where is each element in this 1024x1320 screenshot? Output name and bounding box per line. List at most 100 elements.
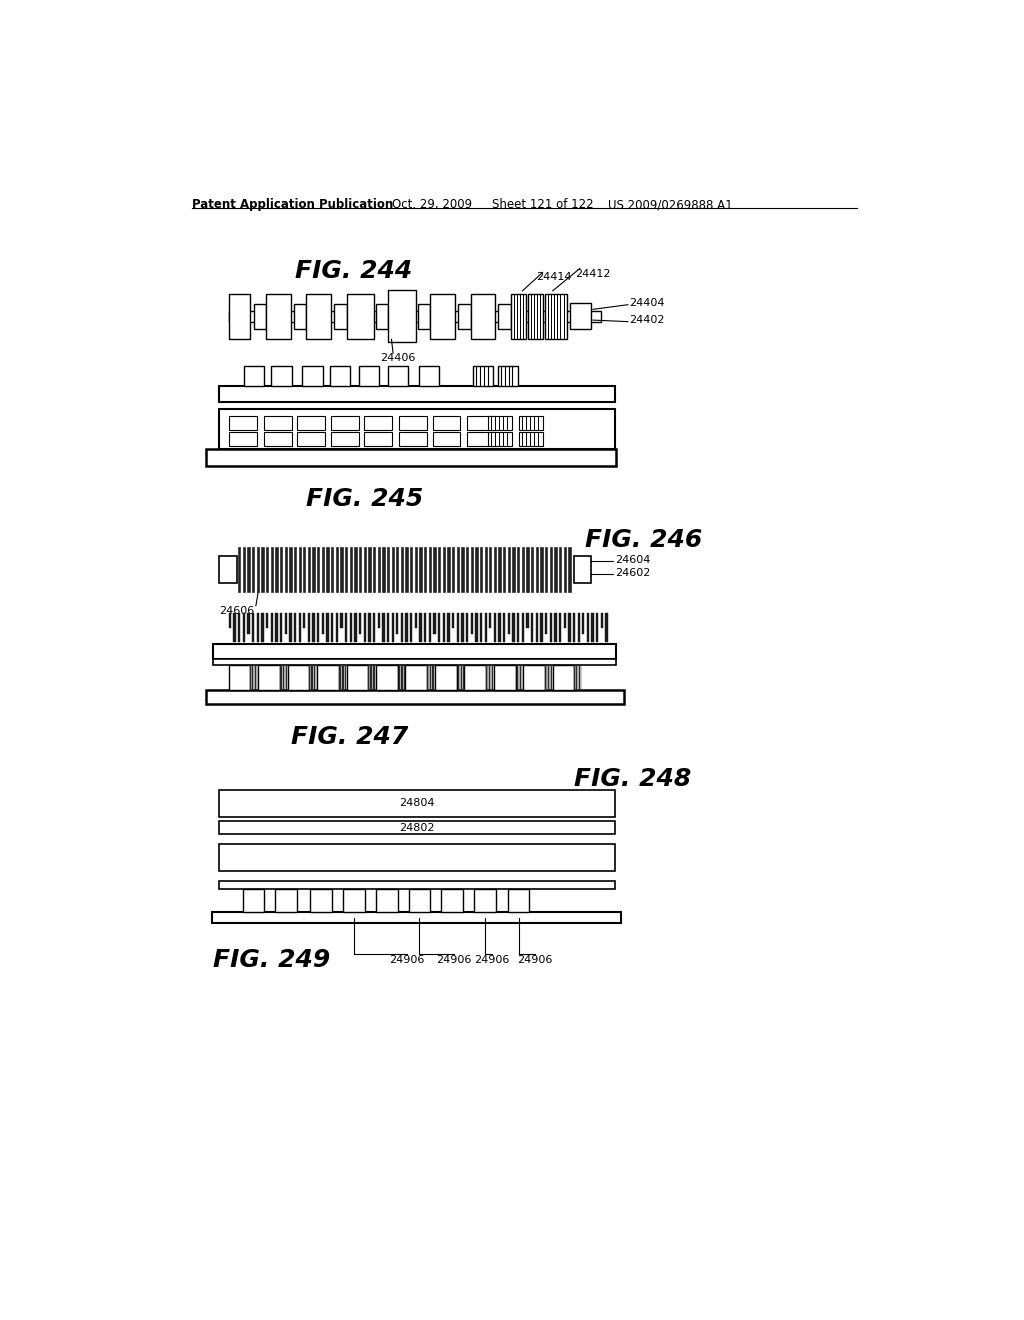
Bar bbox=[219, 821, 614, 834]
Bar bbox=[257, 548, 259, 591]
Bar bbox=[442, 548, 445, 591]
Bar bbox=[415, 548, 417, 591]
Bar bbox=[369, 612, 371, 642]
Bar bbox=[228, 294, 251, 339]
Bar bbox=[280, 612, 283, 642]
Bar bbox=[406, 548, 408, 591]
Bar bbox=[219, 789, 614, 817]
Bar bbox=[503, 612, 506, 642]
Bar bbox=[471, 548, 473, 591]
Bar bbox=[461, 548, 464, 591]
Bar bbox=[438, 612, 440, 642]
Bar bbox=[331, 548, 334, 591]
Bar bbox=[317, 548, 319, 591]
Bar bbox=[531, 548, 534, 591]
Bar bbox=[494, 548, 496, 591]
Bar bbox=[494, 612, 496, 642]
Bar bbox=[424, 612, 426, 642]
Bar bbox=[467, 432, 495, 446]
Bar bbox=[545, 294, 566, 339]
Bar bbox=[354, 548, 356, 591]
Text: 24412: 24412 bbox=[575, 268, 610, 279]
Text: 24406: 24406 bbox=[380, 354, 416, 363]
Bar bbox=[254, 304, 266, 329]
Bar bbox=[461, 612, 464, 642]
Bar bbox=[212, 912, 621, 923]
Bar bbox=[228, 612, 231, 628]
Bar bbox=[391, 548, 394, 591]
Bar bbox=[336, 548, 338, 591]
Bar bbox=[545, 548, 547, 591]
Bar bbox=[346, 665, 369, 689]
Bar bbox=[517, 612, 519, 642]
Bar bbox=[474, 890, 496, 912]
Bar bbox=[508, 548, 510, 591]
Bar bbox=[245, 366, 264, 385]
Bar bbox=[289, 548, 292, 591]
Bar bbox=[391, 612, 394, 642]
Bar bbox=[331, 416, 359, 430]
Bar bbox=[302, 366, 323, 385]
Bar bbox=[512, 612, 515, 642]
Bar bbox=[559, 548, 561, 591]
Bar bbox=[345, 612, 347, 642]
Text: Patent Application Publication: Patent Application Publication bbox=[193, 198, 393, 211]
Bar bbox=[317, 612, 319, 642]
Bar bbox=[563, 612, 566, 628]
Bar bbox=[219, 843, 614, 871]
Bar bbox=[400, 548, 403, 591]
Bar bbox=[294, 612, 296, 642]
Bar bbox=[266, 612, 268, 628]
Bar bbox=[521, 612, 524, 642]
Bar bbox=[294, 304, 306, 329]
Bar bbox=[303, 612, 305, 628]
Bar bbox=[308, 612, 310, 642]
Bar bbox=[299, 548, 301, 591]
Bar bbox=[373, 548, 375, 591]
Bar bbox=[271, 366, 292, 385]
Bar bbox=[596, 612, 598, 642]
Bar bbox=[489, 548, 492, 591]
Bar bbox=[568, 548, 570, 591]
Bar bbox=[228, 312, 601, 322]
Text: 24602: 24602 bbox=[614, 568, 650, 578]
Bar bbox=[429, 548, 431, 591]
Bar bbox=[511, 294, 526, 339]
Bar bbox=[336, 612, 338, 642]
Bar bbox=[523, 665, 545, 689]
Bar bbox=[475, 612, 477, 642]
Bar bbox=[312, 612, 314, 642]
Bar bbox=[499, 304, 511, 329]
Bar bbox=[206, 449, 616, 466]
Bar bbox=[601, 612, 603, 628]
Bar bbox=[206, 689, 624, 704]
Text: 24414: 24414 bbox=[537, 272, 572, 282]
Bar bbox=[376, 665, 397, 689]
Text: FIG. 247: FIG. 247 bbox=[291, 725, 408, 750]
Bar bbox=[322, 548, 324, 591]
Bar bbox=[447, 548, 450, 591]
Bar bbox=[467, 416, 495, 430]
Bar bbox=[376, 304, 388, 329]
Bar bbox=[219, 409, 614, 449]
Bar bbox=[574, 557, 592, 582]
Bar bbox=[334, 304, 346, 329]
Bar bbox=[263, 416, 292, 430]
Bar bbox=[388, 366, 408, 385]
Bar bbox=[521, 548, 524, 591]
Bar bbox=[605, 612, 607, 642]
Bar bbox=[494, 665, 515, 689]
Bar bbox=[248, 548, 250, 591]
Bar bbox=[228, 416, 257, 430]
Bar bbox=[258, 665, 280, 689]
Bar bbox=[503, 548, 506, 591]
Bar bbox=[498, 366, 518, 385]
Bar bbox=[484, 548, 486, 591]
Bar bbox=[499, 612, 501, 642]
Bar bbox=[340, 612, 343, 628]
Bar bbox=[252, 612, 254, 642]
Bar bbox=[438, 548, 440, 591]
Text: 24906: 24906 bbox=[436, 956, 471, 965]
Bar bbox=[409, 890, 430, 912]
Bar bbox=[345, 548, 347, 591]
